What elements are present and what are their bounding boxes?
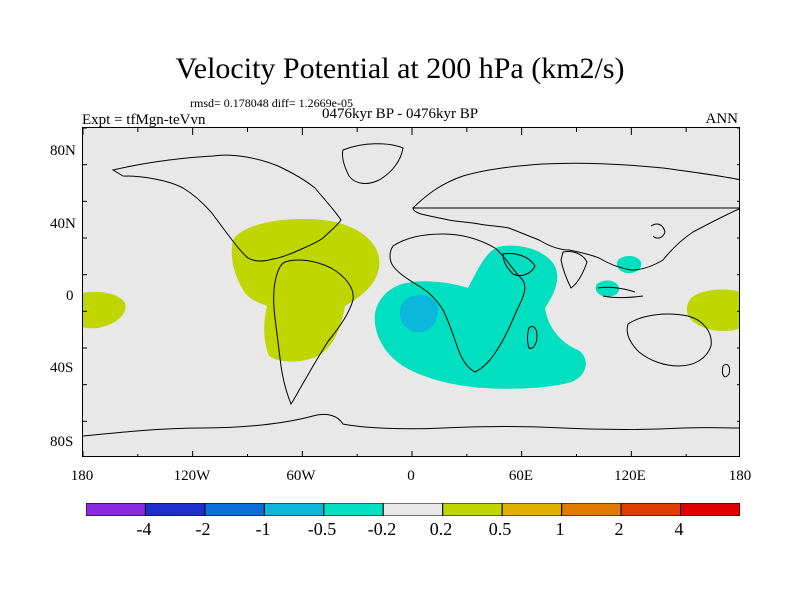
colorbar-label: 4 [674,519,684,539]
lat-tick-80n: 80N [50,143,76,159]
coastlines [83,143,739,437]
colorbar-label: -4 [136,519,152,539]
coastline-new-zealand [722,363,730,378]
colorbar-swatches [85,502,741,517]
colorbar-label: 0.5 [488,519,512,539]
coastline-australia [626,313,712,367]
coastline-madagascar [527,325,538,349]
map-ticks [83,128,739,456]
anomaly-region-americas [231,218,380,362]
anomaly-region-gulf-of-guinea [399,294,439,333]
lon-tick-180w: 180 [70,468,94,484]
lon-tick-120w: 120W [173,468,211,484]
colorbar-swatch [204,502,265,517]
coastline-south-america [273,259,354,406]
coastline-africa [389,233,526,373]
anomaly-fills [83,218,739,389]
coastline-japan [650,223,666,239]
lat-tick-40s: 40S [50,360,74,376]
coastline-eurasia [412,162,739,271]
lat-tick-0: 0 [66,288,74,304]
anomaly-region-philippines [617,256,642,274]
colorbar-swatch [263,502,325,517]
colorbar-swatch [323,502,384,517]
colorbar-swatch [501,502,563,517]
colorbar-label: 1 [555,519,565,539]
colorbar-label: -0.5 [307,519,337,539]
lon-tick-60w: 60W [286,468,316,484]
period-label: 0476kyr BP - 0476kyr BP [321,106,479,122]
colorbar-label: -0.2 [367,519,397,539]
coastline-arabia [502,253,536,277]
colorbar-label: 2 [614,519,624,539]
experiment-label: Expt = tfMgn-teVvn [82,112,206,128]
anomaly-region-central-pacific [83,291,126,329]
anomaly-region-indonesia [595,280,620,297]
colorbar-swatch [620,502,682,517]
colorbar-swatch [442,502,503,517]
coastline-indonesia [597,286,644,298]
colorbar-label: -1 [255,519,271,539]
page-title: Velocity Potential at 200 hPa (km2/s) [175,52,625,85]
coastline-greenland [342,143,404,184]
colorbar-swatch [144,502,206,517]
lat-tick-80s: 80S [50,434,74,450]
lon-tick-180e: 180 [728,468,752,484]
lon-tick-60e: 60E [508,468,534,484]
lon-tick-0: 0 [407,468,415,484]
lat-tick-40n: 40N [50,216,76,232]
stats-text: rmsd= 0.178048 diff= 1.2669e-05 [190,96,353,110]
colorbar-swatch [680,502,741,517]
colorbar-swatch [561,502,622,517]
coastline-india [560,251,588,289]
colorbar-swatch [85,502,146,517]
anomaly-region-africa-indian [374,245,586,389]
world-map [83,128,739,456]
colorbar [85,502,741,517]
map-panel [82,127,740,457]
anomaly-region-west-pacific [686,289,739,331]
coastline-antarctica [83,413,739,437]
colorbar-label: -2 [195,519,211,539]
lon-tick-120e: 120E [614,468,646,484]
colorbar-label: 0.2 [429,519,453,539]
coastline-north-america [111,154,342,262]
colorbar-swatch [382,502,444,517]
season-label: ANN [705,111,739,127]
